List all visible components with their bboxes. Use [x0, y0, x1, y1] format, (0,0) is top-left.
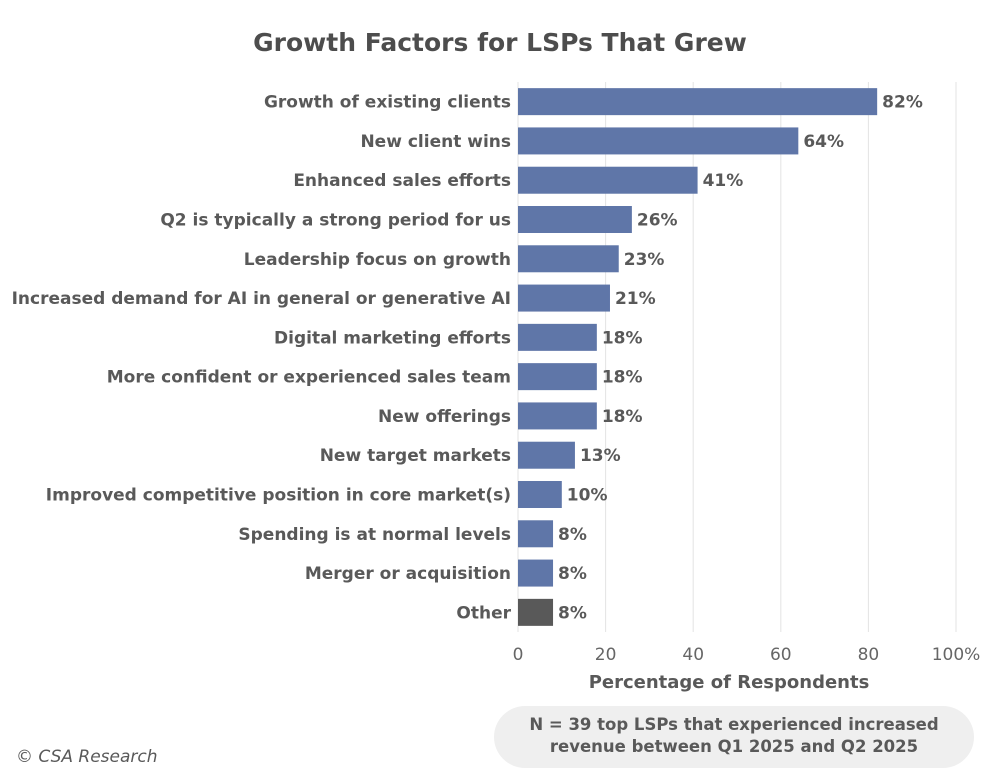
note-line-1: N = 39 top LSPs that experienced increas…	[529, 715, 939, 734]
category-label: Q2 is typically a strong period for us	[160, 211, 511, 231]
category-label: New target markets	[320, 446, 511, 466]
bar	[518, 520, 554, 548]
bar	[518, 481, 562, 508]
data-label: 64%	[803, 132, 844, 152]
x-tick-label: 0	[513, 645, 524, 665]
data-label: 18%	[602, 328, 643, 348]
data-label: 8%	[558, 564, 587, 584]
x-tick-label: 40	[682, 645, 704, 665]
x-tick-label: 100%	[932, 645, 981, 665]
bar	[518, 323, 597, 351]
bar	[518, 88, 878, 116]
category-label: New client wins	[360, 132, 511, 152]
category-label: Increased demand for AI in general or ge…	[12, 289, 511, 309]
bar	[518, 127, 799, 155]
data-label: 82%	[882, 93, 923, 113]
data-label: 8%	[558, 525, 587, 545]
x-tick-label: 20	[595, 645, 617, 665]
data-label: 8%	[558, 603, 587, 623]
bar	[518, 598, 554, 626]
category-label: More confident or experienced sales team	[107, 368, 511, 388]
x-tick-label: 60	[770, 645, 792, 665]
data-label: 18%	[602, 407, 643, 427]
data-label: 18%	[602, 368, 643, 388]
bar	[518, 402, 597, 430]
bar	[518, 245, 619, 273]
category-label: Merger or acquisition	[305, 564, 511, 584]
bar	[518, 284, 610, 312]
bar	[518, 166, 698, 194]
x-tick-label: 80	[858, 645, 880, 665]
category-label: Digital marketing efforts	[274, 328, 511, 348]
category-label: Enhanced sales efforts	[293, 171, 511, 191]
data-label: 41%	[703, 171, 744, 191]
note-line-2: revenue between Q1 2025 and Q2 2025	[549, 737, 919, 756]
bar	[518, 206, 632, 233]
bar	[518, 363, 597, 391]
data-label: 23%	[624, 250, 665, 270]
data-label: 10%	[567, 486, 608, 506]
category-label: Leadership focus on growth	[244, 250, 511, 270]
bar	[518, 559, 554, 587]
category-label: Other	[456, 603, 511, 623]
sample-size-note: N = 39 top LSPs that experienced increas…	[494, 706, 974, 768]
chart-title: Growth Factors for LSPs That Grew	[253, 28, 747, 57]
copyright: © CSA Research	[16, 747, 158, 767]
category-label: Spending is at normal levels	[238, 525, 511, 545]
category-label: Growth of existing clients	[264, 93, 511, 113]
category-label: Improved competitive position in core ma…	[46, 486, 511, 506]
bar	[518, 441, 575, 469]
data-label: 21%	[615, 289, 656, 309]
data-label: 13%	[580, 446, 621, 466]
x-axis-title: Percentage of Respondents	[589, 672, 870, 693]
data-label: 26%	[637, 211, 678, 231]
category-label: New offerings	[378, 407, 511, 427]
